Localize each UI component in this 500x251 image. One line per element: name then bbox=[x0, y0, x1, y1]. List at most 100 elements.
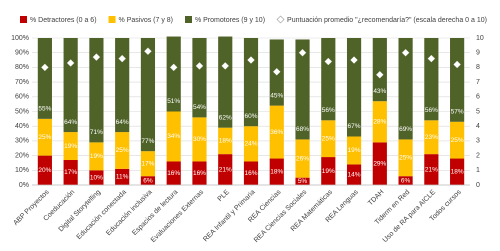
data-label: 10% bbox=[90, 174, 103, 181]
y2-tick-label: 9 bbox=[476, 50, 480, 57]
bar-segment bbox=[372, 38, 387, 102]
data-label: 56% bbox=[425, 107, 438, 114]
score-marker bbox=[247, 56, 255, 64]
score-marker bbox=[144, 47, 152, 56]
x-tick-label: TDAH bbox=[367, 189, 385, 207]
data-label: 25% bbox=[38, 134, 51, 141]
x-tick-label: Evaluaciones Externas bbox=[150, 188, 206, 244]
data-label: 69% bbox=[399, 126, 412, 133]
y2-tick-label: 7 bbox=[476, 79, 480, 86]
bar-segment bbox=[295, 139, 310, 178]
y2-tick-label: 4 bbox=[476, 123, 480, 130]
bar-segment bbox=[218, 36, 233, 128]
data-label: 6% bbox=[143, 177, 153, 184]
data-label: 18% bbox=[270, 168, 283, 175]
data-label: 71% bbox=[90, 129, 103, 136]
score-marker bbox=[221, 62, 230, 70]
bar-segment bbox=[140, 38, 156, 152]
data-label: 60% bbox=[244, 113, 257, 120]
y2-tick-label: 6 bbox=[476, 94, 480, 101]
data-label: 17% bbox=[64, 169, 77, 176]
bar-segment bbox=[450, 38, 465, 122]
data-label: 64% bbox=[116, 119, 129, 126]
legend-swatch bbox=[185, 16, 192, 23]
y-tick-label: 50% bbox=[15, 108, 29, 115]
bar-segment bbox=[192, 117, 207, 162]
data-label: 19% bbox=[348, 147, 361, 154]
data-label: 30% bbox=[193, 136, 206, 143]
bar-segment bbox=[63, 38, 78, 133]
data-label: 43% bbox=[373, 88, 386, 95]
bar-segment bbox=[63, 132, 78, 161]
y-tick-label: 40% bbox=[15, 123, 29, 130]
y-tick-label: 60% bbox=[15, 94, 29, 101]
score-marker bbox=[195, 62, 204, 70]
data-label: 19% bbox=[322, 168, 335, 175]
score-marker bbox=[92, 53, 101, 61]
bar-segment bbox=[115, 168, 130, 185]
bar-segment bbox=[321, 38, 336, 121]
y-tick-label: 70% bbox=[15, 79, 29, 86]
bar-segment bbox=[372, 101, 387, 143]
score-marker bbox=[118, 54, 126, 63]
bar-segment bbox=[424, 154, 439, 185]
legend-marker bbox=[276, 15, 285, 24]
legend-label: Puntuación promedio "¿recomendaría?" (es… bbox=[287, 17, 487, 24]
bar-segment bbox=[243, 126, 259, 162]
data-label: 36% bbox=[270, 129, 283, 136]
y-tick-label: 10% bbox=[15, 167, 29, 174]
bar-segment bbox=[89, 38, 104, 143]
data-label: 67% bbox=[348, 123, 361, 130]
data-label: 23% bbox=[425, 134, 438, 141]
bar-segment bbox=[166, 36, 181, 112]
data-label: 25% bbox=[322, 135, 335, 142]
bar-segment bbox=[398, 176, 413, 185]
bar-segment bbox=[63, 160, 78, 185]
score-marker bbox=[169, 63, 178, 72]
data-label: 34% bbox=[167, 133, 180, 140]
bar-segment bbox=[192, 38, 207, 118]
data-label: 21% bbox=[219, 166, 232, 173]
bar-segment bbox=[398, 139, 413, 177]
y-tick-label: 80% bbox=[15, 64, 29, 71]
y2-tick-label: 8 bbox=[476, 64, 480, 71]
bar-segment bbox=[295, 177, 310, 185]
data-label: 25% bbox=[399, 155, 412, 162]
legend-label: % Promotores (9 y 10) bbox=[195, 17, 265, 24]
data-label: 16% bbox=[244, 170, 257, 177]
y2-tick-label: 10 bbox=[476, 35, 484, 42]
bar-segment bbox=[218, 154, 233, 185]
data-label: 18% bbox=[451, 168, 464, 175]
bar-segment bbox=[346, 164, 362, 185]
score-marker bbox=[324, 57, 333, 66]
data-label: 25% bbox=[451, 137, 464, 144]
bar-segment bbox=[37, 38, 52, 119]
score-marker bbox=[453, 60, 461, 69]
data-label: 28% bbox=[373, 119, 386, 126]
data-label: 55% bbox=[38, 106, 51, 113]
bar-segment bbox=[321, 157, 336, 185]
bar-segment bbox=[218, 127, 233, 155]
legend-label: % Pasivos (7 y 8) bbox=[119, 17, 173, 24]
y2-tick-label: 3 bbox=[476, 138, 480, 145]
data-label: 5% bbox=[298, 178, 308, 185]
score-marker bbox=[350, 56, 358, 64]
y2-tick-label: 1 bbox=[476, 167, 480, 174]
bar-segment bbox=[346, 38, 362, 137]
bar-segment bbox=[450, 121, 465, 159]
y-tick-label: 0% bbox=[19, 182, 29, 189]
bar-segment bbox=[115, 132, 130, 169]
legend-label: % Detractores (0 a 6) bbox=[30, 17, 97, 24]
y2-tick-label: 2 bbox=[476, 152, 480, 159]
bar-segment bbox=[450, 158, 465, 185]
data-label: 54% bbox=[193, 104, 206, 111]
data-label: 16% bbox=[193, 170, 206, 177]
data-label: 20% bbox=[38, 167, 51, 174]
bar-segment bbox=[398, 38, 413, 140]
data-label: 64% bbox=[64, 119, 77, 126]
bar-segment bbox=[37, 118, 52, 156]
score-marker bbox=[298, 48, 307, 57]
bar-segment bbox=[295, 39, 310, 140]
bar-segment bbox=[321, 120, 336, 158]
